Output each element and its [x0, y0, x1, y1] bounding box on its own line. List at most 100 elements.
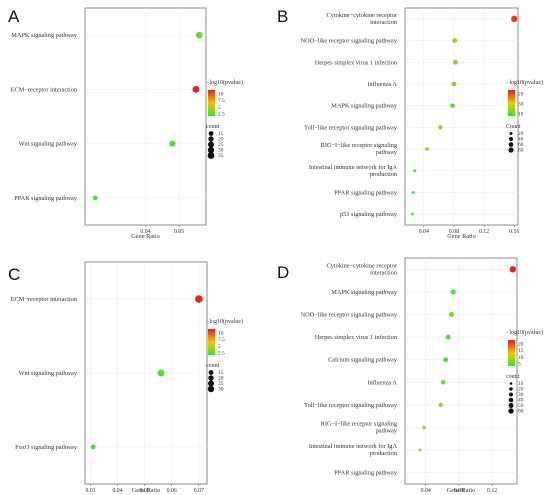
x-tick-label: 0.08 — [454, 488, 464, 494]
data-point — [411, 212, 414, 216]
size-legend-title: count — [206, 124, 220, 130]
color-legend-title: −log10(pvalue) — [206, 79, 243, 86]
category-label: interaction — [370, 19, 398, 26]
category-label: PPAR signaling pathway — [334, 470, 398, 477]
color-legend-bar — [208, 90, 215, 116]
size-legend-label: 30 — [218, 148, 224, 154]
data-point — [443, 357, 449, 363]
size-legend-label: 80 — [518, 148, 524, 154]
data-point — [411, 191, 415, 194]
category-label: Intestinal immune network for IgA — [309, 164, 398, 171]
size-legend-label: 25 — [218, 142, 224, 148]
size-legend-label: 40 — [518, 137, 524, 143]
category-label: Cytokine−cytokine receptor — [326, 12, 397, 19]
x-axis-title: Gene Ratio — [447, 233, 476, 240]
data-point — [452, 38, 458, 43]
size-legend-label: 15 — [218, 131, 224, 137]
panel-c: C 0.03 0.04 0.05 0.06 0.07 ECM−receptor intera… — [8, 261, 243, 494]
size-legend-dot — [508, 392, 514, 397]
color-legend-label: 2.5 — [218, 112, 225, 118]
size-legend-dot — [509, 387, 513, 391]
size-legend-dot — [208, 131, 214, 136]
category-label: Wnt signaling pathway — [19, 370, 78, 377]
category-label: ECM−receptor interaction — [11, 86, 78, 93]
color-legend-bar — [508, 340, 515, 366]
x-tick-label: 0.06 — [167, 488, 177, 494]
color-legend-label: 10 — [518, 112, 524, 118]
category-label: Toll−like receptor signaling pathway — [304, 124, 398, 131]
data-point — [511, 15, 518, 23]
size-legend-title: Count — [506, 124, 521, 130]
color-legend-label: 2.5 — [218, 351, 225, 357]
panel-letter: A — [8, 7, 20, 26]
category-label: Cytokine−cytokine receptor — [326, 262, 397, 269]
data-point — [450, 289, 456, 295]
panel-b: B 0.04 0.08 0.12 0.16 Cytokine−cytokine recep… — [277, 7, 543, 240]
category-label: RIG−I−like receptor signaling — [321, 142, 398, 149]
category-label: Wnt signaling pathway — [19, 141, 78, 148]
category-label: pathway — [376, 428, 398, 435]
size-legend-label: 15 — [218, 370, 224, 376]
x-tick-label: 0.04 — [112, 488, 122, 494]
size-legend-label: 25 — [218, 381, 224, 387]
data-point — [424, 147, 429, 151]
category-label: production — [370, 450, 398, 457]
size-legend-label: 20 — [518, 387, 524, 393]
size-legend-title: count — [506, 374, 520, 380]
size-legend-dot — [208, 370, 214, 375]
category-label: FoxO signaling pathway — [15, 444, 78, 451]
size-legend-dot — [508, 397, 514, 403]
size-legend-dot — [208, 141, 214, 148]
color-legend-label: 20 — [518, 92, 524, 98]
data-point — [195, 295, 203, 303]
size-legend-dot — [509, 382, 513, 385]
data-point — [438, 125, 443, 130]
category-label: Herpes simplex virus 1 infection — [315, 334, 398, 341]
color-legend-label: 5 — [518, 362, 521, 368]
x-axis-title: Gene Ratio — [131, 233, 160, 240]
category-label: MAPK signaling pathway — [331, 103, 398, 110]
data-point — [445, 334, 451, 340]
category-label: production — [370, 171, 398, 178]
color-legend-label: 20 — [518, 342, 524, 348]
color-legend-label: 7.5 — [218, 98, 225, 104]
color-legend-label: 5 — [218, 105, 221, 111]
x-tick-label: 0.04 — [419, 229, 429, 235]
x-tick-label: 0.08 — [449, 229, 459, 235]
x-tick-label: 0.16 — [509, 229, 519, 235]
color-legend-label: 7.5 — [218, 337, 225, 343]
category-label: pathway — [376, 149, 398, 156]
size-legend-label: 30 — [518, 392, 524, 398]
panel-letter: B — [277, 7, 288, 26]
size-legend-dot — [208, 136, 214, 142]
size-legend-dot — [508, 408, 514, 414]
size-legend-label: 10 — [518, 381, 524, 387]
data-point — [90, 444, 96, 450]
size-legend-dot — [508, 147, 514, 153]
data-point — [453, 59, 458, 65]
size-legend-label: 20 — [518, 131, 524, 137]
size-legend-dot — [207, 152, 215, 159]
data-point — [438, 402, 443, 408]
color-legend-label: 10 — [518, 355, 524, 361]
size-legend-dot — [207, 385, 215, 393]
category-label: ECM−receptor interaction — [11, 296, 78, 303]
color-legend-title: −log10(pvalue) — [206, 318, 243, 325]
color-legend-title: −log10(pvalue) — [506, 329, 543, 336]
category-label: NOD−like receptor signaling pathway — [301, 38, 398, 45]
size-legend-dot — [508, 402, 514, 409]
size-legend-dot — [207, 146, 215, 154]
category-label: Intestinal immune network for IgA — [309, 443, 398, 450]
color-legend-bar — [508, 90, 515, 116]
color-legend-label: 5 — [218, 344, 221, 350]
category-label: NOD−like receptor signaling pathway — [301, 312, 398, 319]
plot-area — [404, 257, 518, 485]
category-label: PPAR signaling pathway — [334, 189, 398, 196]
size-legend-label: 20 — [218, 376, 224, 382]
category-label: interaction — [370, 269, 398, 276]
size-legend-label: 40 — [518, 398, 524, 404]
size-legend-label: 30 — [218, 387, 224, 393]
category-label: RIG−I−like receptor signaling — [321, 421, 398, 428]
data-point — [413, 169, 417, 173]
x-tick-label: 0.05 — [174, 229, 184, 235]
